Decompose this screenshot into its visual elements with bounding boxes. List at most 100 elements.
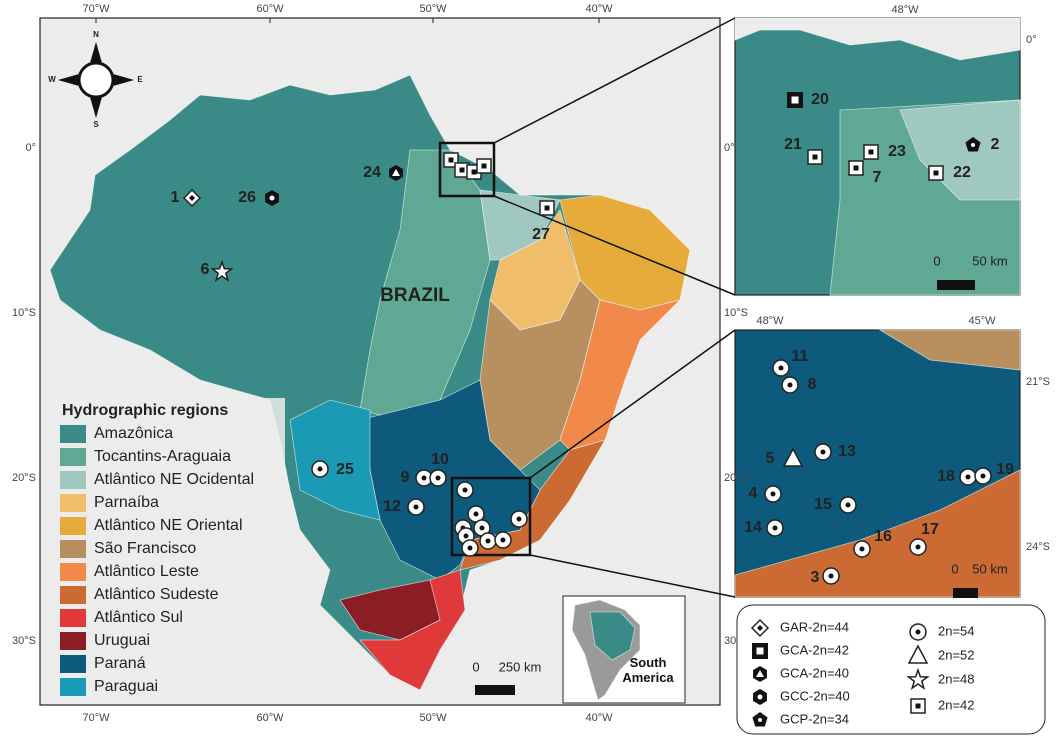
region-sul [359, 569, 466, 691]
point-label: 17 [921, 521, 939, 538]
symbol-legend-item: GCA-2n=42 [780, 642, 849, 657]
compass-arrow [58, 74, 79, 86]
inset-tick: 48°W [891, 4, 919, 16]
compass-label: N [93, 30, 99, 39]
legend-box [55, 398, 285, 704]
symbol-legend-item: 2n=48 [938, 671, 975, 686]
symbol-legend-item: 2n=42 [938, 697, 975, 712]
marker-dot [485, 538, 491, 544]
marker-dot [812, 154, 818, 160]
marker-dot [459, 167, 465, 173]
marker-dot [467, 545, 473, 551]
marker [906, 667, 930, 690]
symbol-legend-item: 2n=54 [938, 623, 975, 638]
region-paraguai [289, 399, 381, 521]
point-label: 20 [811, 91, 829, 108]
marker-dot [756, 647, 764, 655]
marker-dot [758, 718, 762, 722]
country-label: BRAZIL [380, 285, 450, 306]
legend-swatch [60, 563, 86, 581]
lon-tick-label: 70°W [82, 712, 110, 724]
lon-tick-label: 50°W [419, 712, 447, 724]
marker-dot [544, 205, 550, 211]
point-label: 13 [838, 443, 856, 460]
marker-dot [965, 474, 971, 480]
marker-dot [820, 449, 826, 455]
legend-item: Tocantins-Araguaia [94, 448, 231, 465]
legend-item: Amazônica [94, 425, 173, 442]
region-sao-francisco [878, 329, 1021, 371]
scale-bar [475, 685, 515, 695]
symbol-legend-item: GCA-2n=40 [780, 665, 849, 680]
marker-dot [756, 670, 764, 677]
marker [782, 447, 804, 467]
point-label: 1 [171, 189, 180, 206]
point-label: 15 [814, 496, 832, 513]
legend-item: São Francisco [94, 540, 196, 557]
lat-tick-label: 0° [25, 142, 36, 154]
point-label: 4 [749, 485, 758, 502]
marker-dot [770, 491, 776, 497]
lon-tick-label: 40°W [585, 3, 613, 15]
marker-dot [757, 625, 763, 631]
inset-tick: 24°S [1026, 541, 1050, 553]
marker-dot [757, 694, 763, 700]
legend-swatch [60, 448, 86, 466]
point-label: 16 [874, 528, 892, 545]
symbol-legend-item: GCP-2n=34 [780, 711, 849, 726]
legend-swatch [60, 517, 86, 535]
marker-dot [473, 511, 479, 517]
marker-dot [915, 544, 921, 550]
ocean [734, 17, 1021, 61]
marker-dot [500, 537, 506, 543]
compass-arrow [90, 97, 102, 118]
lat-tick-label: 30°S [12, 635, 36, 647]
lon-tick-label: 40°W [585, 712, 613, 724]
marker-dot [772, 525, 778, 531]
zoom-line [529, 329, 736, 479]
lat-tick-label: 20°S [12, 472, 36, 484]
point-label: 25 [336, 461, 354, 478]
legend-item: Atlântico Leste [94, 563, 199, 580]
zoom-line [493, 195, 736, 296]
zoom-box [450, 476, 532, 557]
marker-dot [421, 475, 427, 481]
lon-tick-label: 60°W [256, 712, 284, 724]
symbol-legend-item: 2n=52 [938, 647, 975, 662]
point-label: 26 [238, 189, 256, 206]
legend-swatch [60, 586, 86, 604]
marker-dot [479, 525, 485, 531]
legend-swatch [60, 678, 86, 696]
legend-title: Hydrographic regions [62, 402, 228, 419]
point-label: 5 [766, 450, 775, 467]
point-label: 11 [792, 348, 809, 365]
marker-dot [853, 165, 859, 171]
marker-dot [471, 169, 477, 175]
marker-dot [915, 703, 921, 709]
marker-dot [845, 502, 851, 508]
point-label: 3 [811, 569, 820, 586]
marker-dot [933, 170, 939, 176]
legend-swatch [60, 540, 86, 558]
zoom-box [438, 141, 496, 198]
legend-item: Paraguai [94, 678, 158, 695]
lon-tick-label: 70°W [82, 3, 110, 15]
compass-arrow [90, 42, 102, 63]
legend-item: Paraná [94, 655, 146, 672]
point-label: 14 [744, 519, 762, 536]
marker-dot [448, 157, 454, 163]
point-label: 24 [363, 164, 381, 181]
point-label: 19 [996, 461, 1014, 478]
marker-dot [778, 365, 784, 371]
point-label: 23 [888, 143, 906, 160]
legend-swatch [60, 655, 86, 673]
map-layer: 70°W70°W60°W60°W50°W50°W40°W40°W0° 0°10°S… [12, 3, 1050, 735]
legend-item: Parnaíba [94, 494, 159, 511]
marker-dot [463, 533, 469, 539]
lat-tick-label: 0° [724, 142, 735, 154]
scale-bar [937, 280, 975, 290]
scale-label: 50 km [972, 253, 1007, 268]
marker [210, 259, 234, 282]
inset-tick: 0° [1026, 34, 1037, 46]
